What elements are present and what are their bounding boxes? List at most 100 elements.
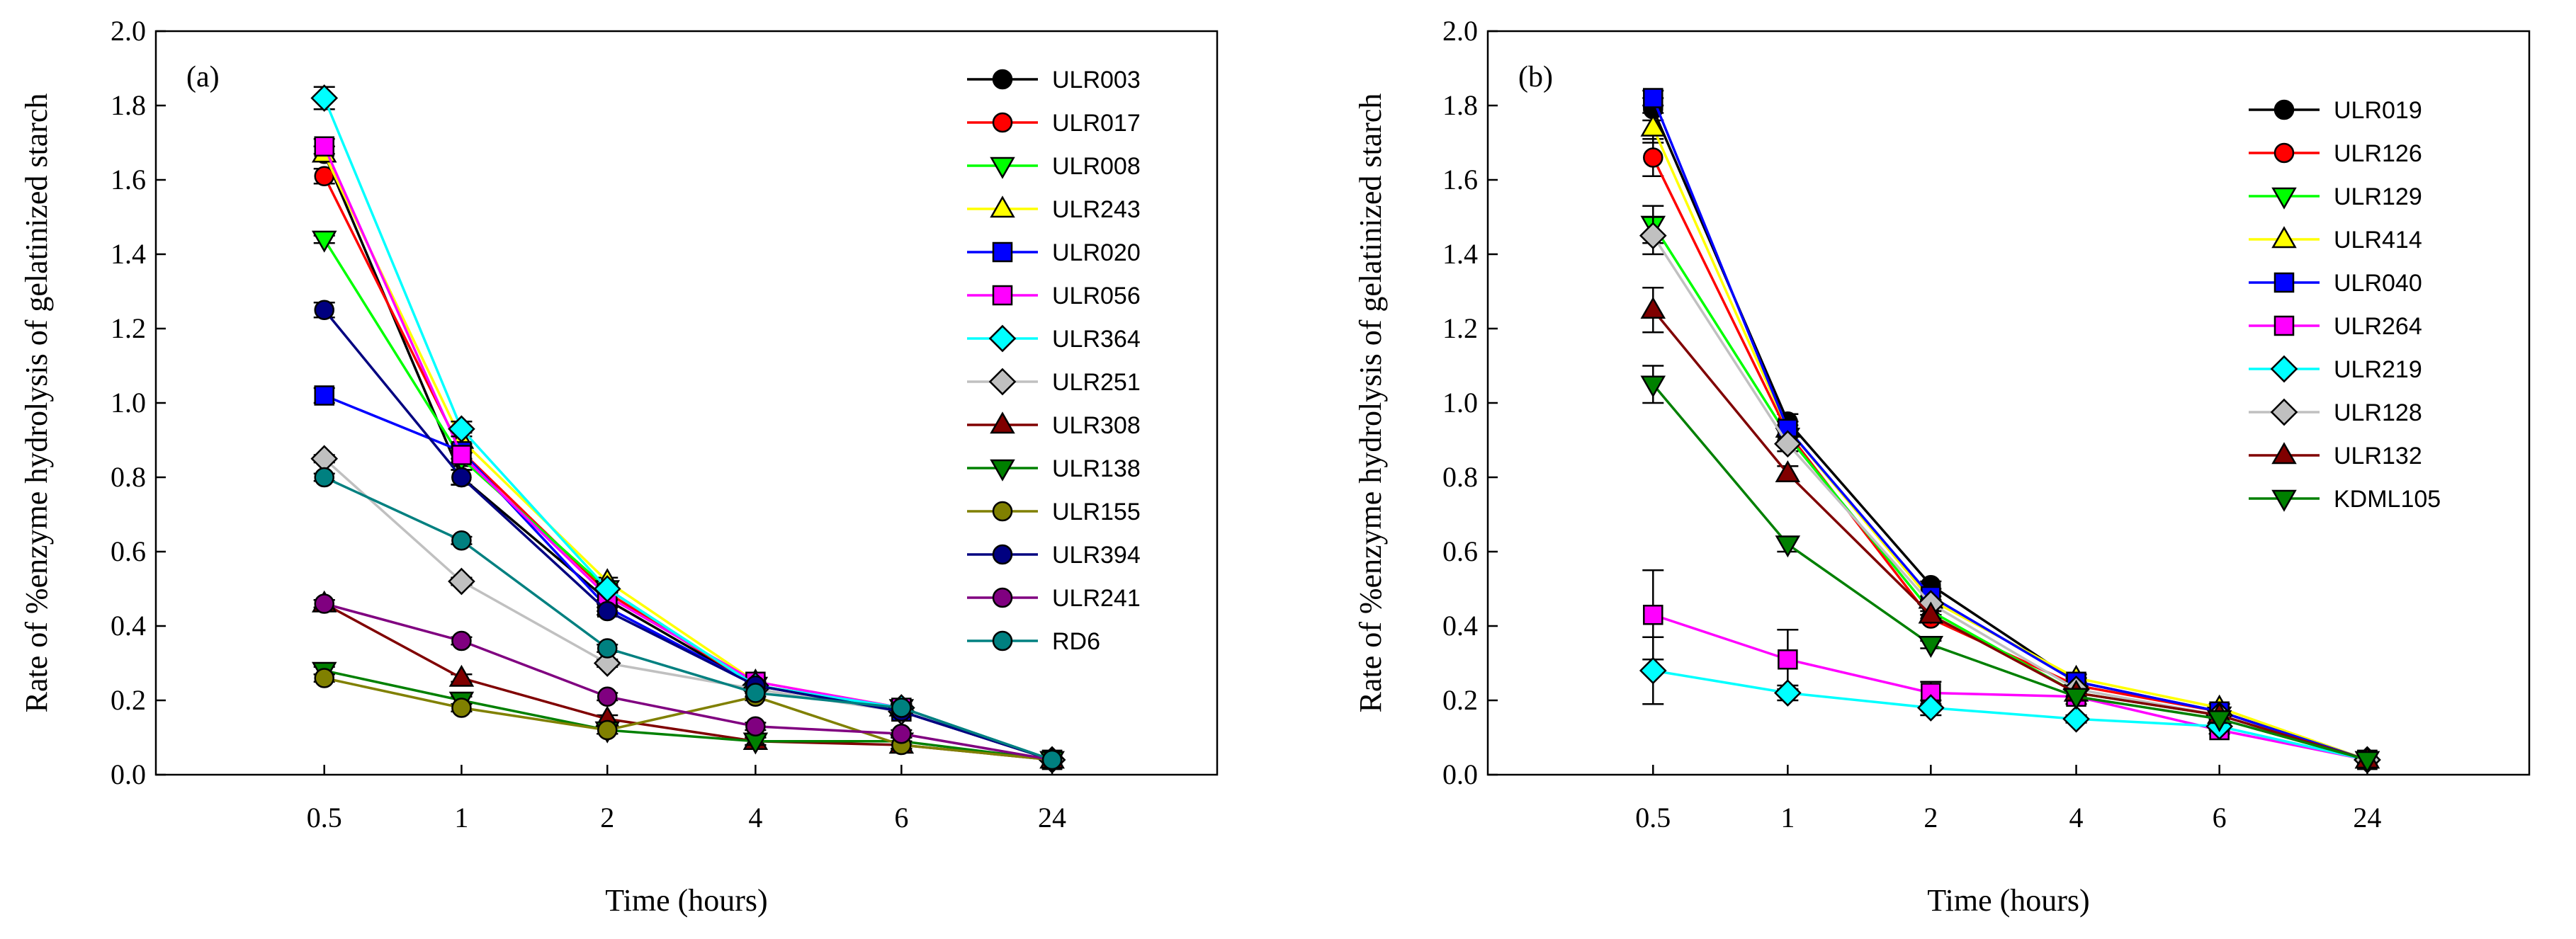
data-point [314, 385, 334, 406]
y-tick-label: 0.0 [1442, 758, 1478, 790]
legend-marker [2273, 142, 2295, 164]
legend-marker [2271, 442, 2297, 465]
legend-marker [992, 112, 1013, 133]
series-line [1651, 224, 2368, 761]
series-line [323, 146, 1053, 761]
series-line [324, 476, 1053, 761]
x-tick-label: 0.5 [1635, 802, 1671, 833]
legend-label: ULR020 [1052, 239, 1141, 266]
series-line [323, 457, 1053, 761]
legend-marker [992, 630, 1013, 651]
data-point [314, 300, 334, 320]
series-line [324, 602, 1053, 761]
legend-label: RD6 [1052, 628, 1100, 655]
legend-marker [992, 501, 1013, 522]
legend-label: ULR017 [1052, 110, 1141, 137]
panel-label: (a) [186, 61, 220, 93]
data-point [451, 467, 472, 488]
x-axis-title: Time (hours) [605, 883, 767, 918]
y-tick-label: 1.2 [1442, 312, 1478, 344]
legend-label: ULR251 [1052, 369, 1141, 396]
data-point [448, 664, 475, 687]
data-point [314, 166, 334, 186]
chart-panel-a: 0.00.20.40.60.81.01.21.41.61.82.00.5 1 2 4 6… [19, 15, 1219, 918]
y-tick-label: 0.2 [1442, 684, 1478, 716]
data-point [2063, 688, 2089, 710]
y-tick-label: 0.0 [111, 758, 146, 790]
legend-entry-ULR243: ULR243 [967, 195, 1141, 223]
legend-label: ULR138 [1052, 455, 1141, 482]
series-ULR414 [1640, 112, 2380, 769]
y-tick-label: 2.0 [111, 15, 146, 47]
legend-marker [2271, 489, 2297, 512]
series-line [1652, 613, 2368, 761]
legend-entry-ULR056: ULR056 [967, 283, 1141, 309]
legend-entry-KDML105: KDML105 [2249, 486, 2441, 513]
y-tick-label: 1.8 [1442, 89, 1478, 121]
data-point [1640, 375, 1666, 398]
data-point [1918, 601, 1944, 624]
series-line [1651, 383, 2368, 761]
data-point [1775, 535, 1801, 558]
data-point [1778, 649, 1798, 670]
legend-label: ULR056 [1052, 283, 1141, 309]
legend-entry-ULR128: ULR128 [2249, 398, 2422, 426]
legend-entry-ULR008: ULR008 [967, 153, 1141, 180]
legend-label: ULR019 [2334, 97, 2422, 124]
legend-label: ULR241 [1052, 585, 1141, 612]
legend-marker [992, 69, 1013, 90]
series-ULR264 [1642, 569, 2378, 770]
data-point [597, 719, 618, 741]
y-tick-label: 1.4 [111, 238, 146, 270]
data-point [2206, 710, 2232, 733]
series-line [323, 309, 1053, 761]
y-tick-label: 0.2 [111, 684, 146, 716]
legend-label: KDML105 [2334, 486, 2441, 513]
legend-marker [2271, 187, 2297, 210]
y-tick-label: 1.6 [111, 164, 146, 195]
legend-label: ULR308 [1052, 412, 1141, 439]
data-point [2354, 751, 2380, 773]
x-tick-label: 6 [894, 802, 908, 833]
series-ULR155 [313, 668, 1063, 770]
legend-marker [990, 156, 1015, 179]
data-point [891, 724, 912, 744]
data-point [745, 683, 766, 703]
y-tick-label: 1.2 [111, 312, 146, 344]
y-tick-label: 0.8 [111, 461, 146, 493]
legend-marker [992, 241, 1013, 263]
legend-entry-ULR264: ULR264 [2249, 313, 2422, 340]
series-line [323, 239, 1053, 761]
legend-entry-ULR003: ULR003 [967, 67, 1141, 93]
series-line [323, 153, 1053, 761]
data-point [451, 698, 472, 718]
series-ULR017 [313, 166, 1063, 770]
series-KDML105 [1640, 365, 2380, 773]
legend-marker [992, 587, 1013, 608]
legend-label: ULR128 [2334, 399, 2422, 426]
series-ULR138 [311, 661, 1065, 773]
legend-label: ULR008 [1052, 153, 1141, 180]
series-ULR126 [1642, 138, 2378, 770]
legend-entry-ULR019: ULR019 [2249, 97, 2422, 124]
legend-entry-ULR364: ULR364 [967, 324, 1141, 353]
legend-marker [988, 324, 1017, 353]
legend-marker [2271, 226, 2297, 249]
series-RD6 [313, 467, 1063, 770]
legend-marker [2273, 272, 2295, 293]
legend-entry-ULR241: ULR241 [967, 585, 1141, 612]
data-point [891, 698, 912, 718]
x-tick-label: 24 [1038, 802, 1066, 833]
data-point [597, 686, 618, 707]
y-tick-label: 0.6 [1442, 535, 1478, 567]
y-axis-title: Rate of %enzyme hydrolysis of gelatinize… [1353, 93, 1388, 713]
data-point [745, 716, 766, 736]
series-ULR251 [310, 445, 1066, 774]
x-tick-label: 0.5 [307, 802, 342, 833]
legend-marker [2273, 315, 2295, 336]
legend-entry-ULR020: ULR020 [967, 239, 1141, 266]
data-point [448, 567, 475, 596]
legend-marker [990, 459, 1015, 482]
y-tick-label: 1.6 [1442, 164, 1478, 195]
